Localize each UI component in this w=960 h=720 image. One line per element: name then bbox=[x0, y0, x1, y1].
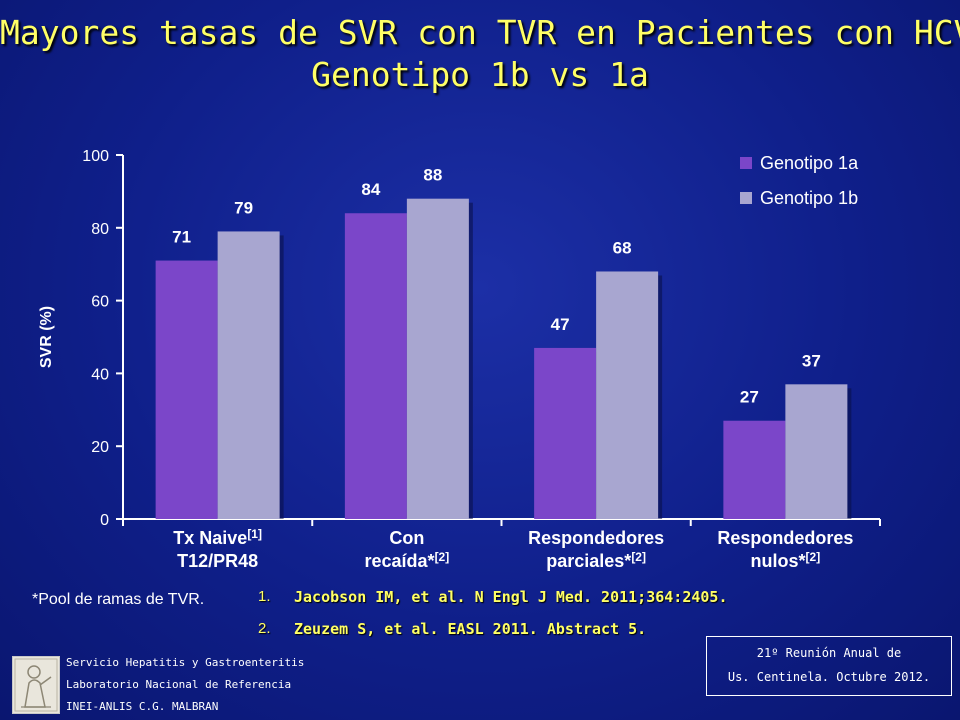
bar-value-label: 68 bbox=[613, 238, 632, 257]
bar bbox=[155, 260, 218, 519]
institution-logo-icon bbox=[14, 658, 58, 712]
institution-line1: Servicio Hepatitis y Gastroenteritis bbox=[66, 656, 305, 669]
y-tick-label: 0 bbox=[100, 512, 109, 529]
legend-swatch bbox=[740, 157, 752, 169]
legend-swatch bbox=[740, 192, 752, 204]
x-category-label: Respondedores bbox=[717, 528, 853, 548]
slide-title-line1: Mayores tasas de SVR con TVR en Paciente… bbox=[0, 13, 960, 52]
reference-2-text: Zeuzem S, et al. EASL 2011. Abstract 5. bbox=[294, 620, 647, 638]
x-category-label: Con bbox=[389, 528, 424, 548]
bar bbox=[344, 213, 407, 520]
bar-value-label: 88 bbox=[423, 166, 442, 185]
bar bbox=[723, 420, 786, 519]
bar-value-label: 79 bbox=[234, 198, 253, 217]
reference-2-number: 2. bbox=[258, 620, 271, 637]
meeting-line2: Us. Centinela. Octubre 2012. bbox=[727, 670, 931, 684]
reference-1-number: 1. bbox=[258, 588, 271, 605]
bar-value-label: 37 bbox=[802, 351, 821, 370]
x-category-label: nulos*[2] bbox=[751, 550, 821, 571]
bar-value-label: 84 bbox=[361, 180, 380, 199]
slide-title: Mayores tasas de SVR con TVR en Paciente… bbox=[0, 12, 960, 96]
x-category-label: Respondedores bbox=[528, 528, 664, 548]
x-category-label: parciales*[2] bbox=[546, 550, 646, 571]
reference-2: 2. Zeuzem S, et al. EASL 2011. Abstract … bbox=[258, 620, 727, 638]
institution-line2: Laboratorio Nacional de Referencia bbox=[66, 678, 292, 691]
references: 1. Jacobson IM, et al. N Engl J Med. 201… bbox=[258, 588, 727, 652]
bar bbox=[596, 271, 659, 519]
y-tick-label: 40 bbox=[91, 366, 109, 383]
reference-1-text: Jacobson IM, et al. N Engl J Med. 2011;3… bbox=[294, 588, 728, 606]
bar-value-label: 71 bbox=[172, 228, 191, 247]
institution-logo bbox=[12, 656, 60, 714]
institution-line3: INEI-ANLIS C.G. MALBRAN bbox=[66, 700, 219, 713]
reference-1: 1. Jacobson IM, et al. N Engl J Med. 201… bbox=[258, 588, 727, 606]
bar-value-label: 47 bbox=[551, 315, 570, 334]
bar bbox=[785, 384, 848, 519]
legend-label: Genotipo 1b bbox=[760, 188, 858, 208]
meeting-line1: 21º Reunión Anual de bbox=[756, 646, 902, 660]
slide-title-line2: Genotipo 1b vs 1a bbox=[311, 55, 649, 94]
pool-footnote: *Pool de ramas de TVR. bbox=[32, 591, 205, 608]
y-tick-label: 20 bbox=[91, 439, 109, 456]
institution-text: Servicio Hepatitis y Gastroenteritis Lab… bbox=[66, 652, 304, 718]
bar-value-label: 27 bbox=[740, 388, 759, 407]
bar bbox=[217, 231, 280, 519]
x-category-label: T12/PR48 bbox=[177, 551, 258, 571]
legend-label: Genotipo 1a bbox=[760, 153, 859, 173]
meeting-box: 21º Reunión Anual de Us. Centinela. Octu… bbox=[706, 636, 952, 696]
y-tick-label: 80 bbox=[91, 221, 109, 238]
x-category-label: recaída*[2] bbox=[365, 550, 450, 571]
x-category-label: Tx Naive[1] bbox=[173, 527, 262, 548]
y-tick-label: 60 bbox=[91, 294, 109, 311]
y-axis-label: SVR (%) bbox=[38, 306, 55, 368]
y-tick-label: 100 bbox=[82, 148, 109, 165]
bar bbox=[534, 347, 597, 519]
bar bbox=[406, 198, 469, 519]
